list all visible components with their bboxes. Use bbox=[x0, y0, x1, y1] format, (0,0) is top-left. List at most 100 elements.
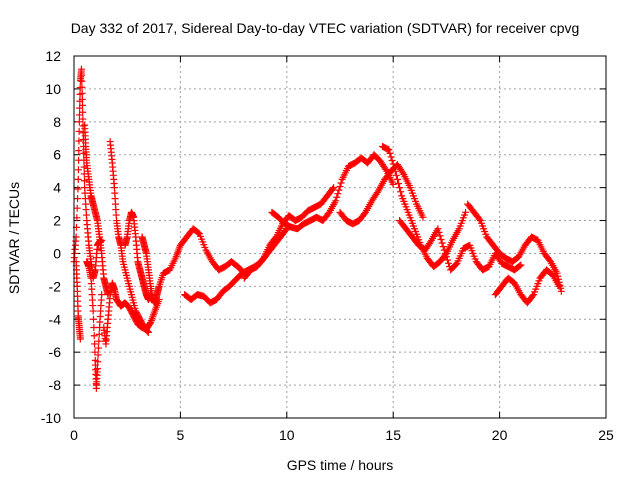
data-point bbox=[445, 259, 453, 267]
data-point bbox=[516, 262, 524, 270]
data-point bbox=[98, 291, 106, 299]
data-point bbox=[386, 149, 394, 157]
data-point bbox=[426, 238, 434, 246]
data-point bbox=[419, 213, 427, 221]
data-point bbox=[387, 153, 395, 161]
data-point bbox=[74, 195, 82, 203]
data-point bbox=[75, 147, 83, 155]
data-point bbox=[475, 215, 483, 223]
data-points bbox=[70, 65, 565, 392]
data-point bbox=[146, 320, 154, 328]
grid bbox=[74, 56, 606, 418]
x-tick-label: 20 bbox=[492, 427, 508, 443]
data-point bbox=[395, 180, 403, 188]
axes: 0 5 10 15 20 25 -10 -8 -6 -4 -2 0 2 4 6 8 10 12 bbox=[41, 48, 614, 443]
x-tick-label: 15 bbox=[385, 427, 401, 443]
y-tick-label: -6 bbox=[49, 344, 62, 360]
data-point bbox=[73, 214, 81, 222]
data-point bbox=[143, 327, 151, 335]
chart-title: Day 332 of 2017, Sidereal Day-to-day VTE… bbox=[70, 20, 580, 36]
data-point bbox=[436, 232, 444, 240]
data-point bbox=[337, 179, 345, 187]
data-point bbox=[437, 235, 445, 243]
data-point bbox=[91, 340, 99, 348]
data-point bbox=[555, 282, 563, 290]
data-point bbox=[78, 89, 86, 97]
data-point bbox=[462, 208, 470, 216]
y-axis-label: SDTVAR / TECUs bbox=[6, 181, 22, 295]
data-point bbox=[94, 344, 102, 352]
data-point bbox=[76, 335, 84, 343]
data-point bbox=[442, 253, 450, 261]
data-point bbox=[78, 95, 86, 103]
data-point bbox=[90, 315, 98, 323]
y-tick-label: 0 bbox=[53, 245, 61, 261]
data-point bbox=[95, 330, 103, 338]
data-point bbox=[334, 190, 342, 198]
plot-frame bbox=[73, 55, 607, 419]
data-point bbox=[80, 163, 88, 171]
data-point bbox=[336, 183, 344, 191]
data-point bbox=[517, 261, 525, 269]
data-point bbox=[385, 146, 393, 154]
y-tick-label: 12 bbox=[45, 48, 61, 64]
data-point bbox=[78, 77, 86, 85]
data-point bbox=[80, 177, 88, 185]
data-point bbox=[335, 186, 343, 194]
y-tick-label: 6 bbox=[53, 147, 61, 163]
data-point bbox=[373, 189, 381, 197]
data-point bbox=[79, 101, 87, 109]
data-point bbox=[397, 188, 405, 196]
data-point bbox=[435, 228, 443, 236]
data-point bbox=[74, 166, 82, 174]
data-point bbox=[75, 118, 83, 126]
data-point bbox=[393, 175, 401, 183]
data-point bbox=[330, 184, 338, 192]
data-point bbox=[389, 160, 397, 168]
data-point bbox=[90, 332, 98, 340]
data-point bbox=[388, 156, 396, 164]
x-tick-label: 10 bbox=[279, 427, 295, 443]
data-point bbox=[75, 137, 83, 145]
y-tick-label: 2 bbox=[53, 213, 61, 229]
data-point bbox=[78, 83, 86, 91]
data-point bbox=[75, 127, 83, 135]
x-tick-label: 5 bbox=[177, 427, 185, 443]
x-tick-label: 25 bbox=[598, 427, 614, 443]
data-point bbox=[333, 193, 341, 201]
data-point bbox=[95, 337, 103, 345]
y-tick-label: 4 bbox=[53, 180, 61, 196]
data-point bbox=[74, 175, 82, 183]
data-point bbox=[529, 292, 537, 300]
data-point bbox=[94, 358, 102, 366]
y-tick-label: 10 bbox=[45, 81, 61, 97]
y-tick-label: -2 bbox=[49, 278, 62, 294]
data-point bbox=[144, 328, 152, 336]
data-point bbox=[389, 180, 397, 188]
data-point bbox=[392, 171, 400, 179]
data-point bbox=[79, 115, 87, 123]
data-point bbox=[144, 328, 152, 336]
data-point bbox=[452, 260, 460, 268]
x-axis-label: GPS time / hours bbox=[286, 457, 394, 473]
data-point bbox=[93, 365, 101, 373]
data-point bbox=[390, 164, 398, 172]
data-point bbox=[438, 239, 446, 247]
data-point bbox=[94, 351, 102, 359]
y-tick-label: -10 bbox=[41, 410, 61, 426]
data-point bbox=[557, 287, 565, 295]
data-point bbox=[78, 71, 86, 79]
data-point bbox=[553, 269, 561, 277]
data-point bbox=[443, 256, 451, 264]
data-point bbox=[89, 307, 97, 315]
data-point bbox=[332, 197, 340, 205]
data-point bbox=[399, 169, 407, 177]
y-tick-label: -8 bbox=[49, 377, 62, 393]
data-point bbox=[194, 229, 202, 237]
data-point bbox=[396, 184, 404, 192]
data-point bbox=[382, 166, 390, 174]
y-tick-label: -4 bbox=[49, 311, 62, 327]
data-point bbox=[329, 185, 337, 193]
data-point bbox=[434, 225, 442, 233]
